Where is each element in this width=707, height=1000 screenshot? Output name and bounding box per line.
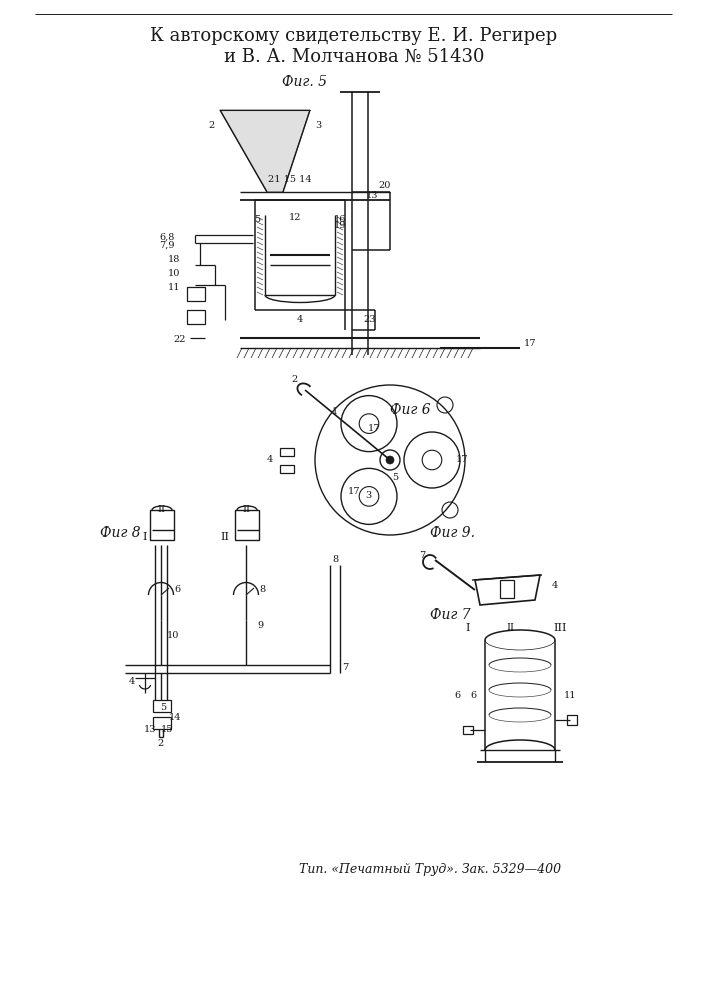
Text: II: II [157, 506, 165, 514]
Bar [187, 310, 205, 324]
Text: 2: 2 [158, 738, 164, 748]
Text: и В. А. Молчанова № 51430: и В. А. Молчанова № 51430 [223, 48, 484, 66]
Text: 20: 20 [379, 180, 391, 190]
Text: II: II [506, 624, 514, 633]
Text: 7: 7 [342, 662, 348, 672]
Text: 7,9: 7,9 [160, 240, 175, 249]
Text: 6,8: 6,8 [160, 232, 175, 241]
Text: 2: 2 [292, 375, 298, 384]
Text: 5: 5 [254, 216, 260, 225]
Text: 3: 3 [315, 120, 321, 129]
Text: 6: 6 [174, 585, 180, 594]
Text: Фиг 6: Фиг 6 [390, 403, 431, 417]
Circle shape [386, 456, 394, 464]
Text: 5: 5 [392, 474, 398, 483]
Text: 17: 17 [368, 424, 380, 433]
Bar [235, 510, 259, 540]
Text: 13: 13 [366, 190, 378, 200]
Bar [153, 700, 171, 712]
Text: 21 15 14: 21 15 14 [268, 176, 312, 184]
Text: 17: 17 [524, 340, 536, 349]
Text: 16: 16 [334, 216, 346, 225]
Text: 13: 13 [144, 726, 156, 734]
Text: 8: 8 [332, 556, 338, 564]
Bar [153, 717, 171, 729]
Text: III: III [554, 623, 567, 633]
Text: 5: 5 [160, 702, 166, 712]
Text: 3: 3 [365, 490, 371, 499]
Text: 8: 8 [259, 585, 265, 594]
Text: II: II [242, 506, 250, 514]
Bar [187, 287, 205, 301]
Text: I: I [143, 532, 147, 542]
Text: I: I [466, 623, 470, 633]
Bar [463, 726, 473, 734]
Text: 10: 10 [167, 631, 179, 640]
Text: Фиг 8: Фиг 8 [100, 526, 141, 540]
Text: 7: 7 [419, 550, 425, 560]
Text: 23: 23 [363, 316, 376, 324]
Text: 2: 2 [209, 120, 215, 129]
Text: Фиг 9.: Фиг 9. [430, 526, 475, 540]
Text: К авторскому свидетельству Е. И. Регирер: К авторскому свидетельству Е. И. Регирер [151, 27, 558, 45]
Text: 14: 14 [169, 712, 181, 722]
Text: 22: 22 [174, 336, 186, 344]
Text: Фиг. 5: Фиг. 5 [283, 75, 327, 89]
Text: 9: 9 [257, 620, 263, 630]
Text: 17: 17 [348, 487, 361, 496]
Text: 6: 6 [470, 690, 476, 700]
Text: Тип. «Печатный Труд». Зак. 5329—400: Тип. «Печатный Труд». Зак. 5329—400 [299, 863, 561, 876]
Text: 17: 17 [456, 456, 468, 464]
Text: 15: 15 [160, 726, 173, 734]
Text: 6: 6 [454, 690, 460, 700]
Text: 18: 18 [168, 255, 180, 264]
Text: 1: 1 [332, 408, 338, 416]
Bar [567, 715, 577, 725]
Text: 11: 11 [168, 282, 180, 292]
Text: 11: 11 [563, 690, 576, 700]
Text: 19: 19 [334, 221, 346, 230]
Text: 12: 12 [288, 214, 301, 223]
Bar [280, 465, 294, 473]
Text: Фиг 7: Фиг 7 [430, 608, 471, 622]
Text: 4: 4 [129, 676, 135, 686]
Text: 4: 4 [297, 316, 303, 324]
Text: 4: 4 [552, 580, 558, 589]
Bar [500, 580, 514, 598]
Bar [280, 448, 294, 456]
Bar [150, 510, 174, 540]
Text: 10: 10 [168, 268, 180, 277]
Text: II: II [221, 532, 230, 542]
Text: 4: 4 [267, 456, 273, 464]
Polygon shape [220, 110, 310, 192]
